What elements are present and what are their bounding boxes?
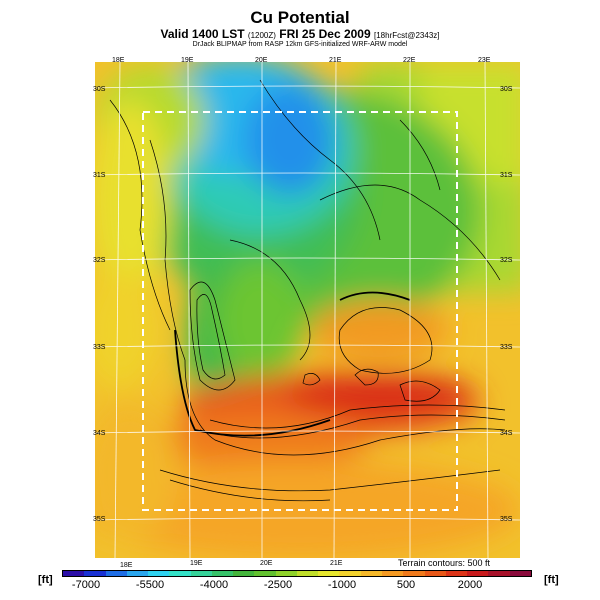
scale-swatch xyxy=(318,571,340,576)
forecast-hour: [18hrFcst@2343z] xyxy=(374,31,440,40)
terrain-contour-note: Terrain contours: 500 ft xyxy=(398,558,491,568)
lon-label: 22E xyxy=(403,57,416,64)
unit-label-left: [ft] xyxy=(38,574,53,586)
scale-swatch xyxy=(509,571,531,576)
lat-label: 34S xyxy=(93,430,106,437)
scale-swatch xyxy=(63,571,85,576)
lat-label: 32S xyxy=(93,257,106,264)
scale-value: -2500 xyxy=(263,579,293,591)
lon-label: 18E xyxy=(112,57,125,64)
lon-label: 23E xyxy=(478,57,491,64)
scale-value: -5500 xyxy=(135,579,165,591)
forecast-date: FRI 25 Dec 2009 xyxy=(279,27,371,41)
unit-label-right: [ft] xyxy=(544,574,559,586)
lon-label: 20E xyxy=(255,57,268,64)
scale-swatch xyxy=(211,571,234,576)
lon-label: 18E xyxy=(120,562,133,569)
lat-label: 31S xyxy=(500,172,513,179)
scale-swatch xyxy=(467,571,489,576)
scale-swatch xyxy=(169,571,191,576)
scale-value: -4000 xyxy=(199,579,229,591)
scale-swatch xyxy=(105,571,127,576)
scale-swatch xyxy=(148,571,170,576)
lat-label: 30S xyxy=(500,86,513,93)
lon-label: 21E xyxy=(330,560,343,567)
lon-label: 19E xyxy=(181,57,194,64)
inner-domain-box xyxy=(142,111,458,511)
lat-label: 32S xyxy=(500,257,513,264)
scale-swatch xyxy=(254,571,276,576)
scale-swatch xyxy=(403,571,425,576)
scale-swatch xyxy=(84,571,106,576)
lat-label: 30S xyxy=(93,86,106,93)
lat-label: 31S xyxy=(93,172,106,179)
lon-label: 19E xyxy=(190,560,203,567)
valid-time: Valid 1400 LST xyxy=(160,27,245,41)
lon-label: 20E xyxy=(260,560,273,567)
scale-swatch xyxy=(360,571,382,576)
scale-value: -1000 xyxy=(327,579,357,591)
scale-swatch xyxy=(190,571,212,576)
scale-value: -7000 xyxy=(71,579,101,591)
lat-label: 35S xyxy=(93,516,106,523)
scale-swatch xyxy=(381,571,404,576)
model-credit: DrJack BLIPMAP from RASP 12km GFS-initia… xyxy=(192,41,408,48)
lat-label: 33S xyxy=(500,344,513,351)
lat-label: 34S xyxy=(500,430,513,437)
valid-time-subtitle: Valid 1400 LST (1200Z) FRI 25 Dec 2009 [… xyxy=(0,27,600,41)
lat-label: 35S xyxy=(500,516,513,523)
scale-value: 500 xyxy=(396,579,416,591)
scale-value: 2000 xyxy=(457,579,483,591)
scale-swatch xyxy=(424,571,446,576)
scale-swatch xyxy=(233,571,255,576)
scale-swatch xyxy=(445,571,468,576)
scale-swatch xyxy=(296,571,319,576)
scale-swatch xyxy=(488,571,510,576)
color-scale-bar xyxy=(62,570,532,577)
scale-swatch xyxy=(126,571,149,576)
utc-time: (1200Z) xyxy=(247,31,276,40)
scale-swatch xyxy=(339,571,361,576)
map-title: Cu Potential xyxy=(250,8,350,27)
color-field xyxy=(95,62,520,558)
lon-label: 21E xyxy=(329,57,342,64)
lat-label: 33S xyxy=(93,344,106,351)
scale-swatch xyxy=(275,571,297,576)
